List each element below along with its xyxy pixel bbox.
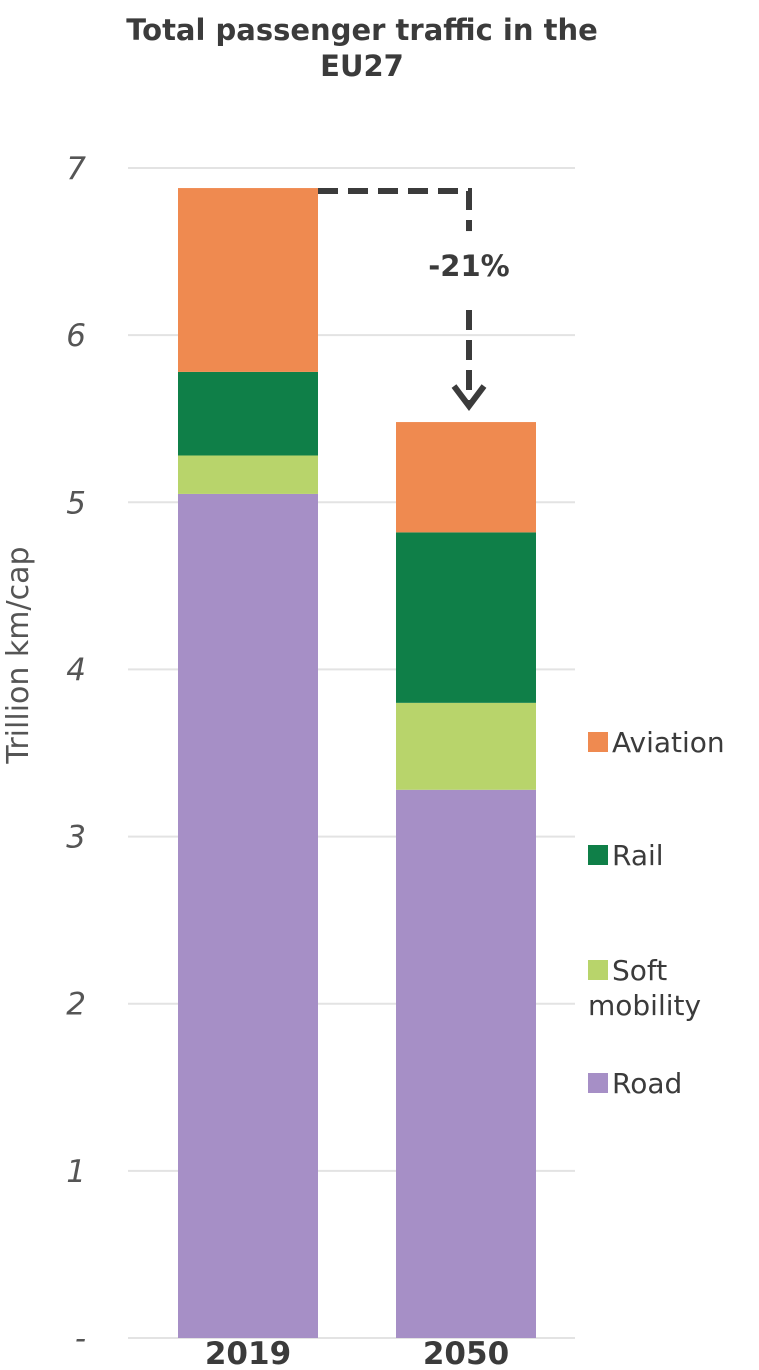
legend-label: mobility: [588, 989, 701, 1022]
bar-segment-road-2050: [396, 789, 536, 1338]
bar-segment-road-2019: [178, 493, 318, 1338]
legend-item: Aviation: [588, 726, 725, 759]
chart-title-line-2: EU27: [320, 49, 404, 83]
y-tick-label: -: [75, 1321, 86, 1357]
legend-swatch: [588, 732, 608, 752]
y-tick-label: 7: [66, 151, 86, 187]
bar-segment-aviation-2050: [396, 422, 536, 533]
bar-segment-soft-mobility-2019: [178, 455, 318, 494]
legend-swatch: [588, 1073, 608, 1093]
change-percent-label: -21%: [428, 249, 509, 283]
legend-swatch: [588, 960, 608, 980]
legend-label: Soft: [612, 954, 667, 987]
legend-item: Road: [588, 1067, 682, 1100]
y-axis-label: Trillion km/cap: [1, 546, 36, 764]
legend-swatch: [588, 845, 608, 865]
y-tick-label: 4: [66, 652, 86, 688]
x-axis-ticks: 2019 2050: [205, 1336, 509, 1370]
x-tick-label: 2019: [205, 1336, 291, 1370]
legend-item: Rail: [588, 839, 664, 872]
y-tick-label: 3: [66, 820, 86, 856]
annotation-label-box: [399, 231, 539, 302]
x-tick-label: 2050: [423, 1336, 509, 1370]
change-annotation: -21%: [318, 188, 539, 412]
dashed-arrow-line: [318, 188, 472, 405]
legend-label: Road: [612, 1067, 682, 1100]
chart-title-line-1: Total passenger traffic in the: [126, 13, 598, 47]
bar-segment-rail-2050: [396, 532, 536, 703]
bars: [178, 188, 536, 1338]
y-tick-label: 6: [66, 318, 86, 354]
legend-label: Rail: [612, 839, 664, 872]
chart-title: Total passenger traffic in the EU27: [126, 13, 598, 83]
bar-segment-aviation-2019: [178, 188, 318, 372]
y-axis-ticks: - 1 2 3 4 5 6 7: [66, 151, 86, 1357]
y-tick-label: 5: [66, 485, 86, 521]
y-tick-label: 1: [66, 1154, 86, 1190]
bar-segment-soft-mobility-2050: [396, 702, 536, 790]
y-tick-label: 2: [66, 987, 86, 1023]
legend-label: Aviation: [612, 726, 725, 759]
bar-segment-rail-2019: [178, 371, 318, 456]
arrow-head-icon: [451, 384, 487, 412]
